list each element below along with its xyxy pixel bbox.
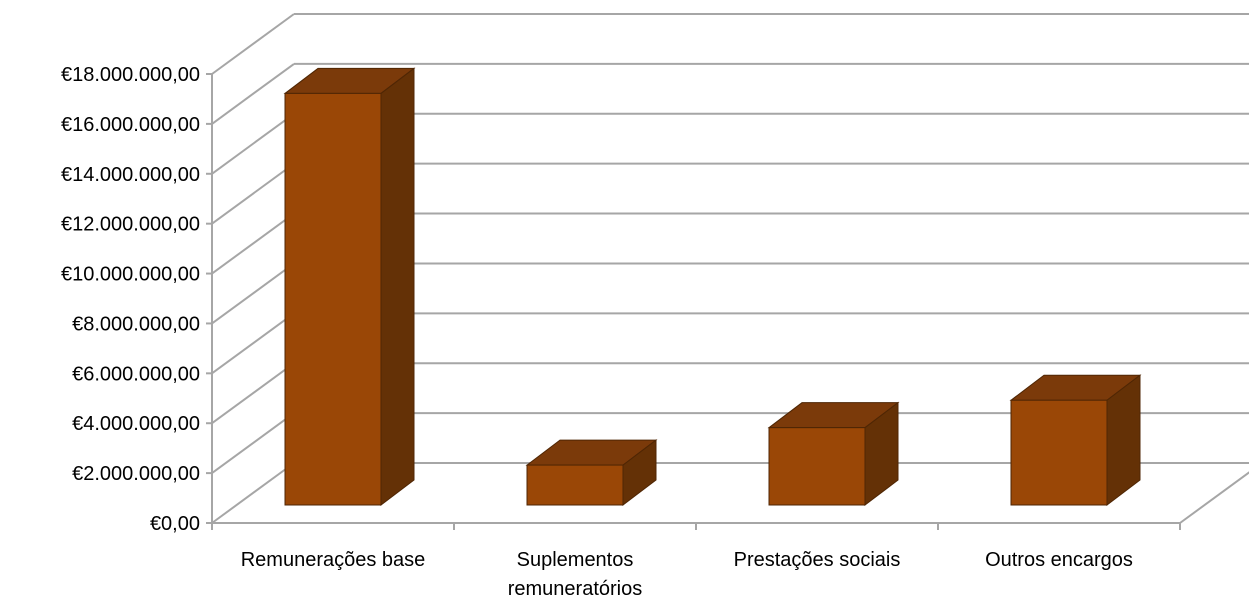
gridline-side: [211, 13, 295, 75]
floor-left-edge: [211, 462, 295, 524]
bar: [525, 439, 658, 507]
bar-side: [380, 67, 415, 507]
gridline-side: [211, 312, 295, 375]
bar-front: [768, 427, 866, 506]
y-tick-label: €8.000.000,00: [72, 313, 200, 335]
gridline-side: [211, 112, 295, 175]
gridline-side: [211, 212, 295, 275]
x-tick-label: Outros encargos: [985, 549, 1133, 571]
x-axis-tick-labels: Remunerações base Suplementos remuneratóri…: [241, 549, 1133, 600]
y-tick-label: €18.000.000,00: [61, 64, 200, 86]
gridline-side: [211, 262, 295, 325]
gridlines: [211, 13, 1249, 524]
y-tick-label: €10.000.000,00: [61, 264, 200, 286]
y-tick-label: €12.000.000,00: [61, 214, 200, 236]
gridline-side: [211, 63, 295, 125]
bar: [767, 401, 900, 507]
bar-front: [284, 92, 382, 506]
y-tick-label: €14.000.000,00: [61, 164, 200, 186]
x-tick-label: Remunerações base: [241, 549, 426, 571]
bar-front: [526, 464, 624, 506]
bar: [1009, 374, 1142, 507]
y-tick-label: €16.000.000,00: [61, 114, 200, 136]
y-tick-label: €6.000.000,00: [72, 363, 200, 385]
gridline-side: [211, 162, 295, 225]
bar-front: [1010, 399, 1108, 506]
y-tick-label: €0,00: [150, 513, 200, 535]
bar: [283, 67, 416, 507]
x-tick-label: Suplementos remuneratórios: [508, 549, 643, 600]
y-axis-tick-labels: €0,00 €2.000.000,00 €4.000.000,00 €6.000.00…: [61, 64, 200, 535]
axes: [206, 73, 1181, 530]
floor-right-edge: [1179, 471, 1249, 524]
bars: [283, 67, 1142, 507]
y-tick-label: €2.000.000,00: [72, 463, 200, 485]
gridline-side: [211, 412, 295, 474]
x-tick-label: Prestações sociais: [734, 549, 901, 571]
y-tick-label: €4.000.000,00: [72, 413, 200, 435]
gridline-side: [211, 362, 295, 425]
